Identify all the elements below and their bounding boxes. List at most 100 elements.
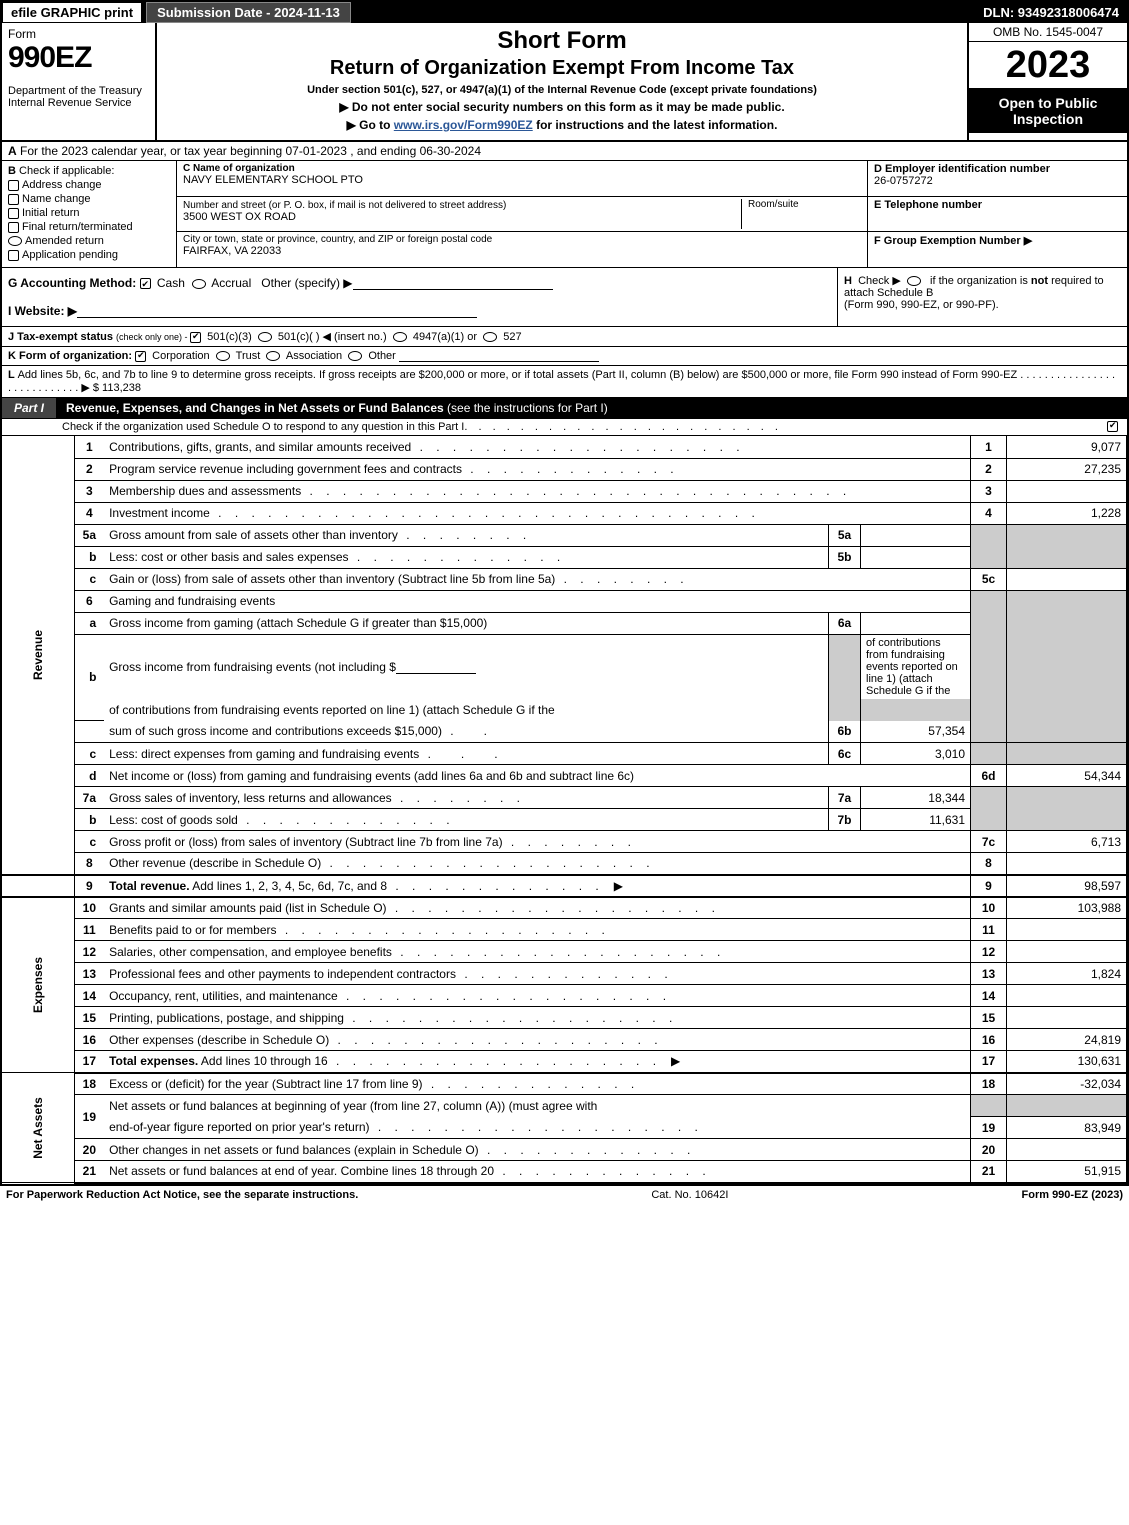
line-3-value <box>1007 480 1127 502</box>
col-g: G Accounting Method: Cash Accrual Other … <box>2 268 837 326</box>
line-12-value <box>1007 941 1127 963</box>
line-13-value: 1,824 <box>1007 963 1127 985</box>
part-1-label: Part I <box>2 398 56 418</box>
row-j: J Tax-exempt status (check only one) - 5… <box>2 327 1127 347</box>
header-right: OMB No. 1545-0047 2023 Open to Public In… <box>967 23 1127 140</box>
line-14-value <box>1007 985 1127 1007</box>
chk-amended[interactable]: Amended return <box>8 235 170 247</box>
other-org-field[interactable] <box>399 350 599 362</box>
line-17-value: 130,631 <box>1007 1051 1127 1073</box>
instruction-2: ▶ Go to www.irs.gov/Form990EZ for instru… <box>165 118 959 132</box>
chk-pending[interactable]: Application pending <box>8 249 170 261</box>
chk-final-return[interactable]: Final return/terminated <box>8 221 170 233</box>
revenue-side-label: Revenue <box>2 436 74 875</box>
expenses-side-label: Expenses <box>2 897 74 1073</box>
website-field[interactable] <box>77 306 477 318</box>
chk-accrual[interactable] <box>192 279 206 289</box>
city-label: City or town, state or province, country… <box>183 234 861 245</box>
line-7c-value: 6,713 <box>1007 831 1127 853</box>
line-6b-value: 57,354 <box>861 721 971 743</box>
row-k: K Form of organization: Corporation Trus… <box>2 347 1127 366</box>
col-h: H Check ▶ if the organization is not req… <box>837 268 1127 326</box>
submission-date: Submission Date - 2024-11-13 <box>146 2 351 23</box>
top-bar: efile GRAPHIC print Submission Date - 20… <box>2 2 1127 23</box>
chk-name-change[interactable]: Name change <box>8 193 170 205</box>
chk-corporation[interactable] <box>135 351 146 362</box>
chk-501c3[interactable] <box>190 332 201 343</box>
line-10-value: 103,988 <box>1007 897 1127 919</box>
chk-association[interactable] <box>266 351 280 361</box>
city-state-zip: FAIRFAX, VA 22033 <box>183 245 861 257</box>
part-1-table: Revenue 1 Contributions, gifts, grants, … <box>2 436 1127 1184</box>
irs-label: Internal Revenue Service <box>8 97 149 109</box>
part-1-header: Part I Revenue, Expenses, and Changes in… <box>2 398 1127 419</box>
street-address: 3500 WEST OX ROAD <box>183 211 296 223</box>
line-11-value <box>1007 919 1127 941</box>
title-return: Return of Organization Exempt From Incom… <box>165 57 959 80</box>
chk-527[interactable] <box>483 332 497 342</box>
chk-cash[interactable] <box>140 278 151 289</box>
line-9-value: 98,597 <box>1007 875 1127 897</box>
chk-4947[interactable] <box>393 332 407 342</box>
line-18-value: -32,034 <box>1007 1073 1127 1095</box>
instruction-1: ▶ Do not enter social security numbers o… <box>165 100 959 114</box>
line-5a-value <box>861 524 971 546</box>
header-center: Short Form Return of Organization Exempt… <box>157 23 967 140</box>
line-6d-value: 54,344 <box>1007 765 1127 787</box>
dln-label: DLN: 93492318006474 <box>975 3 1127 22</box>
chk-address-change[interactable]: Address change <box>8 179 170 191</box>
open-public: Open to Public Inspection <box>969 89 1127 133</box>
line-16-value: 24,819 <box>1007 1029 1127 1051</box>
footer-cat: Cat. No. 10642I <box>358 1189 1021 1201</box>
gross-receipts-value: $ 113,238 <box>93 382 141 394</box>
ein-value: 26-0757272 <box>874 175 933 187</box>
form-header: Form 990EZ Department of the Treasury In… <box>2 23 1127 142</box>
part-1-title: Revenue, Expenses, and Changes in Net As… <box>66 398 1127 418</box>
line-8-value <box>1007 853 1127 875</box>
addr-label: Number and street (or P. O. box, if mail… <box>183 200 506 211</box>
line-2-value: 27,235 <box>1007 458 1127 480</box>
line-20-value <box>1007 1139 1127 1161</box>
org-name-label: C Name of organization <box>183 163 861 174</box>
section-bcde: B Check if applicable: Address change Na… <box>2 161 1127 268</box>
chk-trust[interactable] <box>216 351 230 361</box>
telephone-label: E Telephone number <box>874 199 982 211</box>
row-a: A For the 2023 calendar year, or tax yea… <box>2 142 1127 161</box>
line-4-value: 1,228 <box>1007 502 1127 524</box>
form-container: efile GRAPHIC print Submission Date - 20… <box>0 0 1129 1186</box>
column-c: C Name of organization NAVY ELEMENTARY S… <box>177 161 867 267</box>
chk-schedule-o[interactable] <box>1107 421 1118 432</box>
schedule-o-row: Check if the organization used Schedule … <box>2 419 1127 436</box>
form-word: Form <box>8 27 149 41</box>
ein-label: D Employer identification number <box>874 163 1050 175</box>
group-exemption-label: F Group Exemption Number ▶ <box>874 235 1032 247</box>
line-1-value: 9,077 <box>1007 436 1127 458</box>
line-7b-value: 11,631 <box>861 809 971 831</box>
org-name: NAVY ELEMENTARY SCHOOL PTO <box>183 174 861 186</box>
accounting-label: G Accounting Method: <box>8 276 140 290</box>
line-7a-value: 18,344 <box>861 787 971 809</box>
netassets-side-label: Net Assets <box>2 1073 74 1183</box>
irs-link[interactable]: www.irs.gov/Form990EZ <box>394 118 533 132</box>
column-de: D Employer identification number 26-0757… <box>867 161 1127 267</box>
line-15-value <box>1007 1007 1127 1029</box>
title-short-form: Short Form <box>165 27 959 55</box>
footer-left: For Paperwork Reduction Act Notice, see … <box>6 1189 358 1201</box>
chk-initial-return[interactable]: Initial return <box>8 207 170 219</box>
form-number: 990EZ <box>8 41 149 75</box>
website-label: I Website: ▶ <box>8 304 77 318</box>
chk-schedule-b[interactable] <box>907 276 921 286</box>
omb-number: OMB No. 1545-0047 <box>969 23 1127 42</box>
line-5b-value <box>861 546 971 568</box>
row-l: L Add lines 5b, 6c, and 7b to line 9 to … <box>2 366 1127 398</box>
line-21-value: 51,915 <box>1007 1161 1127 1183</box>
efile-label: efile GRAPHIC print <box>2 2 142 23</box>
header-left: Form 990EZ Department of the Treasury In… <box>2 23 157 140</box>
page-footer: For Paperwork Reduction Act Notice, see … <box>0 1186 1129 1204</box>
subtitle: Under section 501(c), 527, or 4947(a)(1)… <box>165 84 959 96</box>
chk-other-org[interactable] <box>348 351 362 361</box>
room-suite-label: Room/suite <box>741 199 861 230</box>
chk-501c[interactable] <box>258 332 272 342</box>
column-b: B Check if applicable: Address change Na… <box>2 161 177 267</box>
other-specify-field[interactable] <box>353 278 553 290</box>
